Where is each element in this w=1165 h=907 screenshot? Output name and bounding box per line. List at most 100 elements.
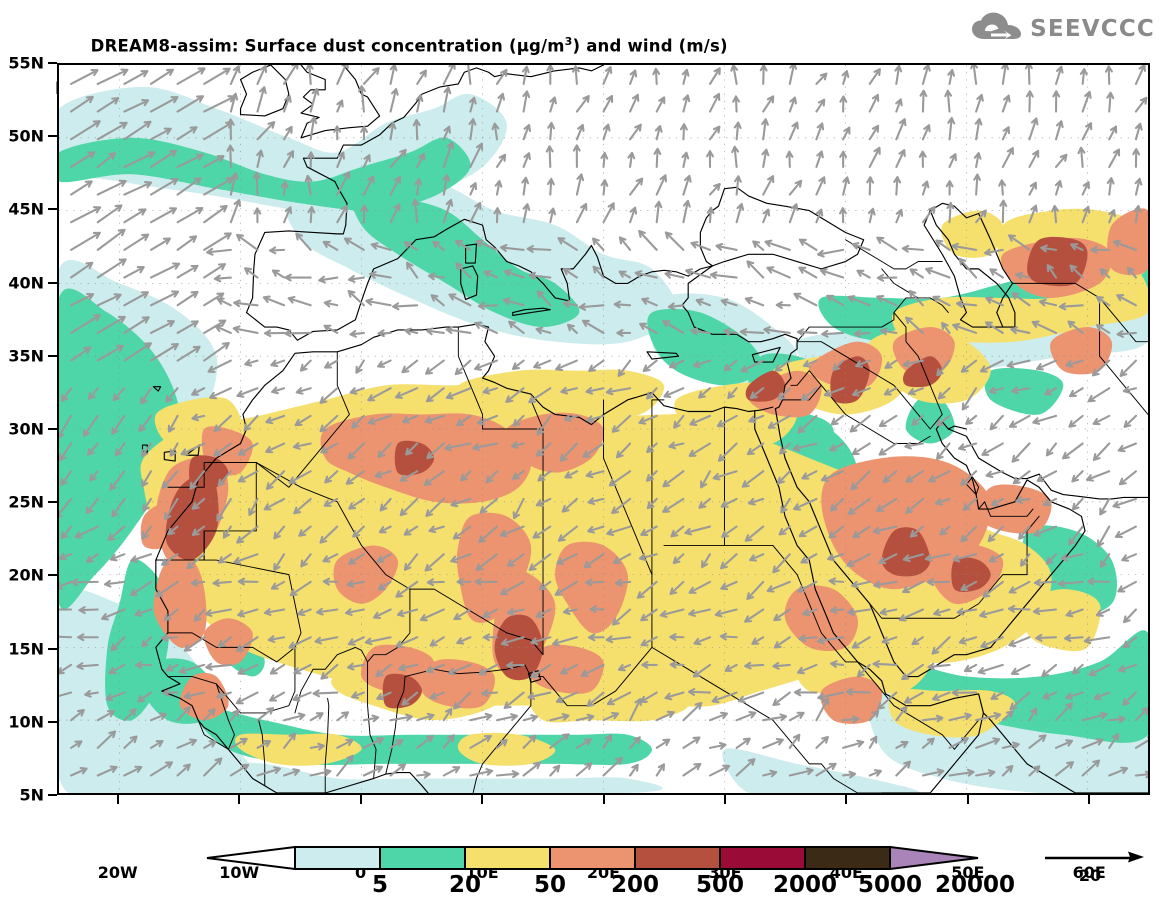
wind-vector-arrow: [588, 633, 605, 642]
wind-vector-arrow: [876, 273, 898, 282]
wind-vector-arrow: [367, 414, 392, 426]
wind-vector-arrow: [1042, 497, 1058, 507]
wind-vector-arrow: [720, 580, 738, 591]
wind-vector-arrow: [815, 697, 830, 722]
wind-vector-arrow: [775, 301, 791, 310]
wind-vector-arrow: [450, 497, 472, 508]
wind-vector-arrow: [1054, 153, 1068, 168]
wind-vector-arrow: [793, 292, 818, 307]
wind-vector-arrow: [299, 359, 312, 372]
wind-vector-arrow: [655, 710, 675, 722]
wind-vector-arrow: [60, 470, 73, 486]
wind-vector-arrow: [1108, 715, 1126, 724]
wind-vector-arrow: [602, 711, 620, 722]
wind-vector-arrow: [96, 121, 128, 141]
wind-vector-arrow: [927, 662, 951, 671]
wind-vector-arrow: [191, 387, 206, 396]
axis-layer: 55N 50N 45N 40N 35N 30N 25N 20N 15N 10N 5N 20W 10W 0…: [8, 54, 1150, 883]
wind-vector-arrow: [123, 735, 138, 749]
y-axis-tick-label: 40N: [8, 273, 44, 293]
wind-vector-arrow: [575, 94, 590, 113]
wind-vector-arrow: [735, 758, 756, 777]
wind-vector-arrow: [1054, 65, 1064, 85]
dust-contour-patch: [784, 585, 858, 652]
wind-vector-arrow: [639, 322, 658, 334]
wind-vector-arrow: [1054, 120, 1064, 141]
wind-vector-arrow: [309, 768, 332, 777]
wind-vector-arrow: [629, 736, 641, 749]
wind-vector-arrow: [270, 359, 286, 368]
wind-vector-arrow: [700, 470, 712, 489]
wind-vector-arrow: [469, 182, 478, 196]
wind-vector-arrow: [506, 553, 525, 567]
wind-vector-arrow: [454, 239, 472, 251]
wind-vector-arrow: [733, 175, 742, 196]
wind-vector-arrow: [1108, 148, 1121, 168]
wind-vector-arrow: [532, 525, 552, 539]
wind-vector-arrow: [236, 525, 259, 544]
wind-vector-arrow: [322, 577, 339, 586]
wind-vector-arrow: [82, 414, 99, 437]
wind-vector-arrow: [176, 290, 199, 307]
wind-vector-arrow: [176, 320, 199, 334]
wind-vector-arrow: [587, 525, 605, 534]
wind-vector-arrow: [1033, 525, 1058, 537]
wind-vector-arrow: [1015, 496, 1031, 505]
wind-vector-arrow: [564, 470, 578, 479]
wind-vector-arrow: [960, 580, 978, 591]
wind-vector-arrow: [149, 739, 164, 749]
wind-vector-arrow: [582, 442, 605, 458]
wind-vector-arrow: [749, 553, 765, 562]
wind-vector-arrow: [655, 174, 668, 196]
wind-vector-arrow: [583, 553, 605, 569]
wind-vector-arrow: [618, 236, 632, 251]
wind-vector-arrow: [161, 470, 179, 489]
wind-vector-arrow: [1092, 442, 1111, 461]
wind-vector-arrow: [469, 96, 477, 113]
coastline-path: [141, 444, 148, 453]
wind-vector-arrow: [546, 65, 555, 85]
wind-vector-arrow: [1008, 580, 1031, 594]
wind-vector-arrow: [349, 329, 365, 338]
wind-vector-arrow: [877, 691, 898, 710]
wind-vector-arrow: [318, 275, 339, 284]
wind-vector-arrow: [766, 580, 791, 593]
wind-vector-arrow: [503, 269, 525, 279]
wind-vector-arrow: [668, 441, 685, 450]
wind-vector-arrow: [602, 123, 611, 141]
wind-vector-arrow: [123, 342, 152, 362]
wind-vector-arrow: [203, 155, 225, 168]
dust-contour-patch: [1050, 327, 1113, 375]
wind-vector-arrow: [801, 387, 818, 402]
wind-vector-arrow: [1134, 96, 1148, 113]
colorbar-band: [804, 846, 891, 870]
wind-vector-arrow: [346, 662, 365, 671]
wind-vector-arrow: [880, 327, 898, 336]
wind-vector-arrow: [401, 691, 419, 706]
wind-vector-arrow: [741, 470, 765, 488]
wind-vector-arrow: [482, 608, 499, 618]
wind-vector-arrow: [989, 414, 1004, 431]
wind-vector-arrow: [142, 497, 153, 512]
wind-vector-arrow: [1028, 149, 1040, 168]
wind-vector-arrow: [1081, 759, 1101, 777]
wind-vector-arrow: [617, 359, 632, 377]
wind-vector-arrow: [708, 741, 727, 750]
wind-vector-arrow: [1001, 765, 1014, 777]
wind-vector-arrow: [852, 525, 871, 539]
wind-vector-arrow: [59, 608, 73, 611]
wind-vector-arrow: [1008, 636, 1031, 648]
y-axis-tick-label: 5N: [19, 785, 44, 805]
wind-vector-arrow: [89, 470, 99, 482]
wind-vector-arrow: [1092, 414, 1111, 426]
wind-vector-arrow: [344, 608, 365, 616]
wind-vector-arrow: [149, 343, 179, 362]
coastline-path: [385, 676, 406, 775]
wind-vector-arrow: [908, 387, 924, 396]
wind-vector-arrow: [495, 153, 507, 168]
wind-vector-arrow: [952, 553, 978, 563]
wind-vector-layer: [59, 65, 1148, 779]
y-axis-tick-label: 45N: [8, 199, 44, 219]
wind-vector-arrow: [237, 470, 259, 483]
wind-vector-arrow: [878, 442, 898, 456]
